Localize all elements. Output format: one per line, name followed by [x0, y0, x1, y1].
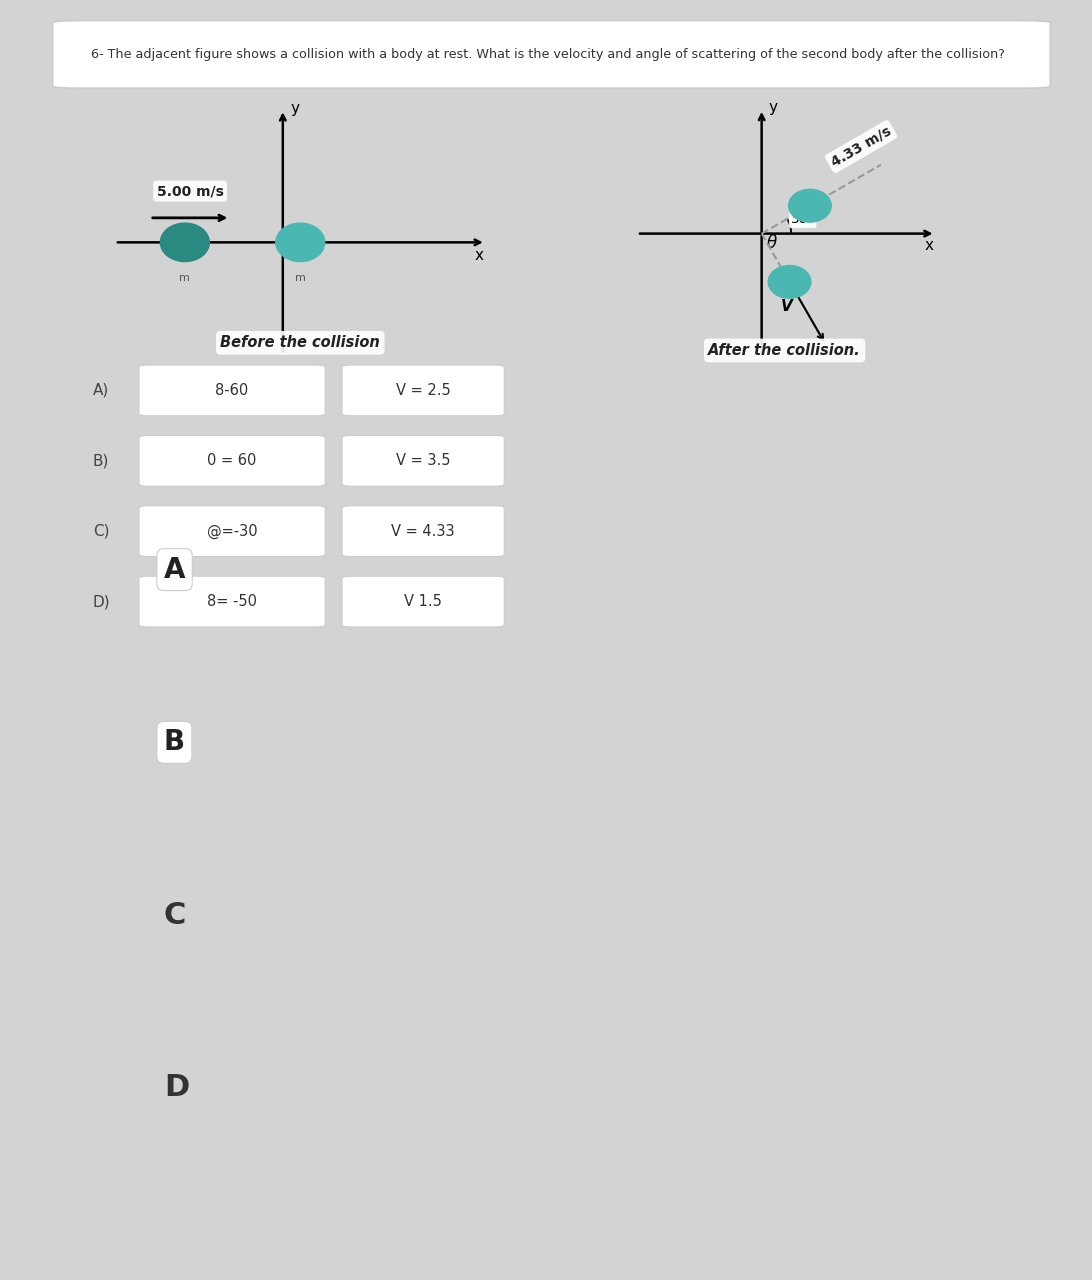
FancyBboxPatch shape	[139, 365, 325, 416]
FancyBboxPatch shape	[52, 20, 1051, 88]
Text: y: y	[290, 101, 299, 116]
Text: x: x	[925, 238, 934, 253]
FancyBboxPatch shape	[342, 506, 505, 557]
Text: C): C)	[93, 524, 109, 539]
Text: V = 3.5: V = 3.5	[396, 453, 450, 468]
FancyBboxPatch shape	[342, 435, 505, 486]
Text: V = 2.5: V = 2.5	[395, 383, 451, 398]
Text: V 1.5: V 1.5	[404, 594, 442, 609]
Text: 30°: 30°	[791, 212, 815, 227]
Text: D: D	[164, 1074, 189, 1102]
Text: 6- The adjacent figure shows a collision with a body at rest. What is the veloci: 6- The adjacent figure shows a collision…	[91, 47, 1005, 61]
Text: B): B)	[93, 453, 109, 468]
Text: 4.33 m/s: 4.33 m/s	[829, 124, 893, 169]
Text: 5.00 m/s: 5.00 m/s	[156, 184, 224, 198]
Text: y: y	[769, 100, 778, 115]
FancyBboxPatch shape	[342, 576, 505, 627]
Text: m: m	[179, 273, 190, 283]
Text: 8-60: 8-60	[215, 383, 249, 398]
Text: m: m	[295, 273, 306, 283]
Ellipse shape	[788, 189, 831, 223]
FancyBboxPatch shape	[342, 365, 505, 416]
Ellipse shape	[161, 223, 210, 261]
Text: V = 4.33: V = 4.33	[391, 524, 455, 539]
Text: A: A	[164, 556, 186, 584]
Text: B: B	[164, 728, 185, 756]
Ellipse shape	[768, 265, 811, 298]
Ellipse shape	[276, 223, 324, 261]
Text: D): D)	[93, 594, 110, 609]
Text: Before the collision: Before the collision	[221, 335, 380, 351]
Text: C: C	[164, 901, 186, 929]
Text: θ: θ	[767, 234, 776, 252]
Text: 0 = 60: 0 = 60	[207, 453, 257, 468]
Text: x: x	[474, 248, 484, 262]
Text: 8= -50: 8= -50	[207, 594, 257, 609]
FancyBboxPatch shape	[139, 576, 325, 627]
Text: A): A)	[93, 383, 109, 398]
FancyBboxPatch shape	[139, 435, 325, 486]
FancyBboxPatch shape	[139, 506, 325, 557]
Text: @=-30: @=-30	[206, 524, 258, 539]
Text: After the collision.: After the collision.	[709, 343, 860, 358]
Text: V: V	[781, 300, 792, 315]
